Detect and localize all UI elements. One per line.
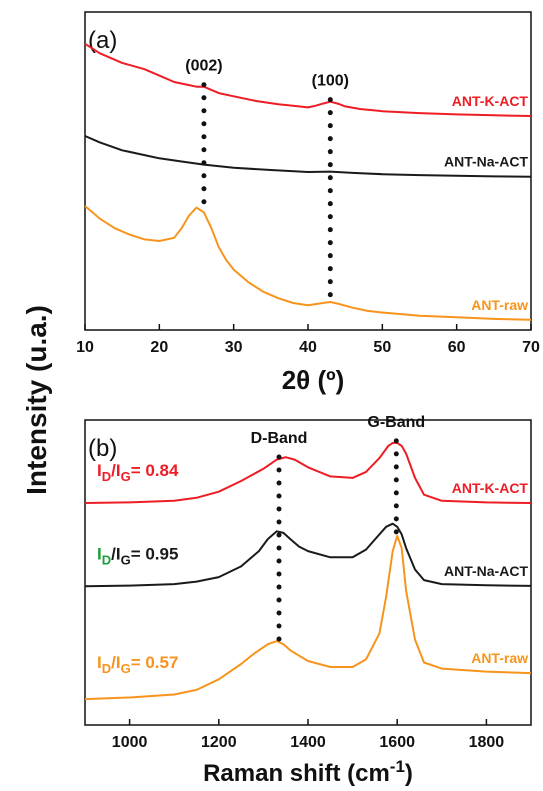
xrd-x-tick-label: 70: [522, 339, 540, 356]
raman-ratio-labels: ID/IG= 0.84 ID/IG= 0.95 ID/IG= 0.57: [97, 461, 179, 676]
xrd-x-tick-label: 30: [225, 339, 243, 356]
raman-series-line-ant-na-act: [84, 522, 532, 588]
xrd-peak-label: (002): [185, 58, 222, 75]
raman-annotations: D-Band G-Band: [251, 414, 425, 647]
raman-x-tick-label: 1000: [112, 734, 148, 751]
raman-series-line-ant-k-act: [84, 441, 532, 504]
raman-ratio-label: ID/IG= 0.57: [97, 653, 178, 676]
xrd-x-tick-label: 10: [76, 339, 94, 356]
xrd-series-label: ANT-Na-ACT: [444, 154, 528, 170]
raman-x-tick-label: 1600: [379, 734, 415, 751]
xrd-x-axis-label: 2θ (º): [282, 365, 345, 395]
raman-x-tick-label: 1200: [201, 734, 237, 751]
raman-series-line-ant-raw: [84, 534, 532, 701]
xrd-x-ticks: 10 20 30 40 50 60 70: [76, 324, 540, 356]
xrd-panel: (a) 10 20 30 40 50 60 70 ANT-K-ACTANT-Na-ACTAN…: [76, 11, 540, 395]
raman-series-group: ANT-K-ACT ANT-Na-ACT ANT-raw: [84, 441, 532, 701]
raman-peak-label: G-Band: [367, 414, 425, 431]
raman-peak-label: D-Band: [251, 430, 308, 447]
xrd-series-group: ANT-K-ACT ANT-Na-ACT ANT-raw: [84, 42, 532, 321]
xrd-peak-label: (100): [312, 73, 349, 90]
xrd-x-tick-label: 60: [448, 339, 466, 356]
xrd-series-line-ant-k-act: [84, 42, 532, 117]
xrd-series-label: ANT-K-ACT: [452, 93, 529, 109]
xrd-series-line-ant-raw: [84, 205, 532, 321]
xrd-x-tick-label: 40: [299, 339, 317, 356]
raman-x-ticks: 1000 1200 1400 1600 1800: [112, 719, 504, 751]
xrd-series-label: ANT-raw: [471, 297, 528, 313]
raman-series-label: ANT-Na-ACT: [444, 563, 528, 579]
xrd-series-line-ant-na-act: [84, 135, 532, 178]
raman-panel: (b) 1000 1200 1400 1600 1800 ANT-K-ACT ANT-Na…: [84, 414, 532, 787]
xrd-panel-label: (a): [88, 27, 117, 54]
raman-x-tick-label: 1800: [469, 734, 505, 751]
shared-y-axis-label: Intensity (u.a.): [21, 305, 52, 495]
raman-panel-label: (b): [88, 435, 117, 462]
raman-x-axis-label: Raman shift (cm-1): [203, 757, 413, 787]
raman-series-label: ANT-raw: [471, 650, 528, 666]
xrd-x-tick-label: 50: [373, 339, 391, 356]
raman-ratio-label: ID/IG= 0.84: [97, 461, 179, 484]
raman-series-label: ANT-K-ACT: [452, 480, 529, 496]
xrd-x-tick-label: 20: [150, 339, 168, 356]
xrd-annotations: (002) (100): [185, 58, 349, 307]
raman-ratio-label: ID/IG= 0.95: [97, 545, 178, 568]
raman-x-tick-label: 1400: [290, 734, 326, 751]
